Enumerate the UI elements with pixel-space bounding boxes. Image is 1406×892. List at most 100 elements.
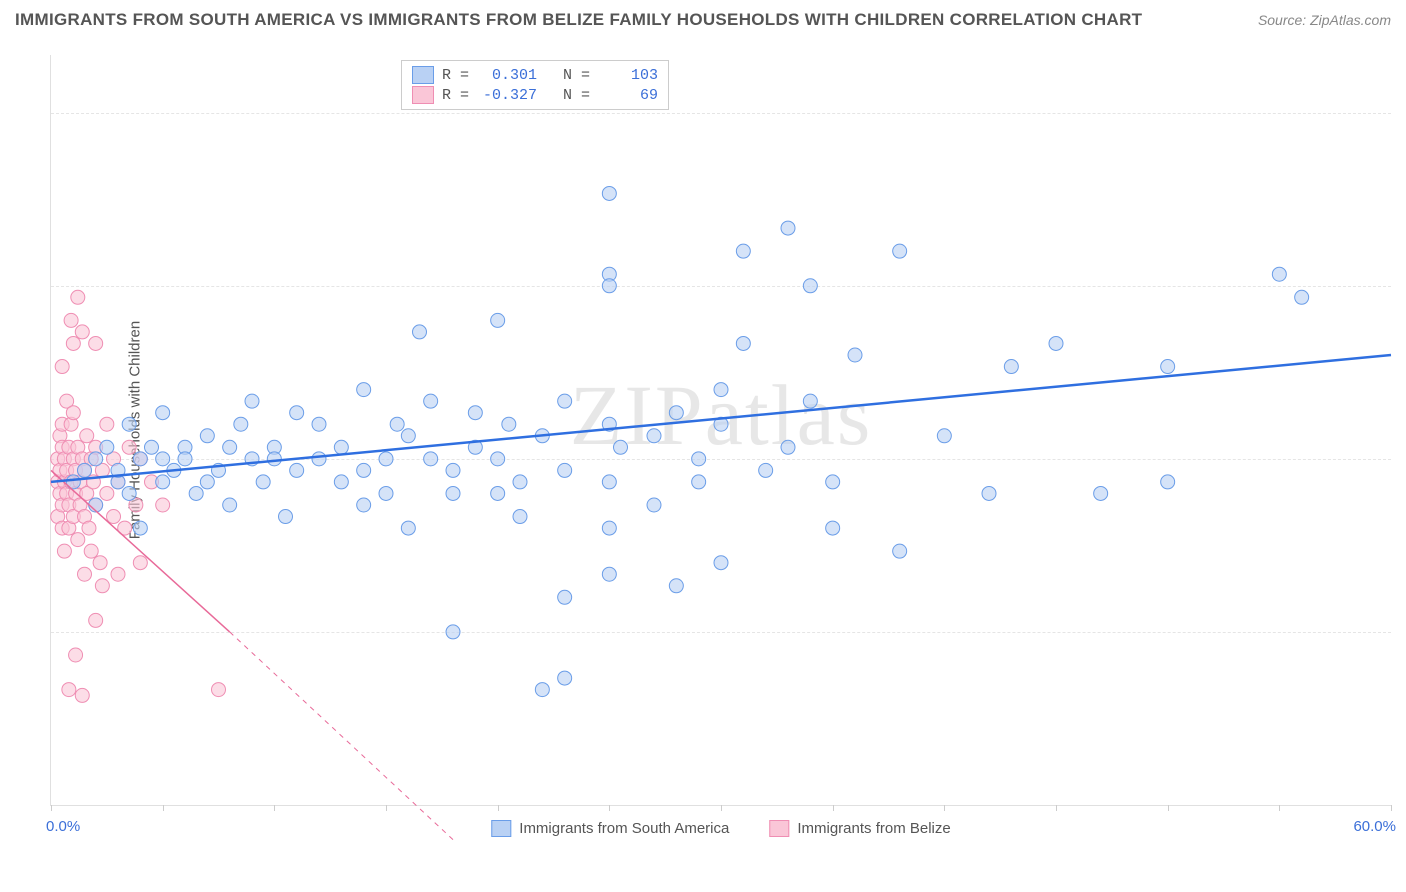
point-series-a [602,521,616,535]
point-series-a [357,498,371,512]
point-series-b [122,440,136,454]
x-max-label: 60.0% [1353,818,1396,835]
point-series-a [122,417,136,431]
point-series-a [446,463,460,477]
point-series-b [78,567,92,581]
point-series-a [156,452,170,466]
point-series-a [893,544,907,558]
point-series-a [379,452,393,466]
point-series-a [893,244,907,258]
point-series-a [848,348,862,362]
point-series-b [100,486,114,500]
point-series-b [111,567,125,581]
chart-title: IMMIGRANTS FROM SOUTH AMERICA VS IMMIGRA… [15,10,1142,30]
point-series-a [759,463,773,477]
point-series-a [446,625,460,639]
point-series-a [357,383,371,397]
point-series-a [401,429,415,443]
x-tick [609,805,610,811]
point-series-b [75,688,89,702]
point-series-a [279,510,293,524]
point-series-a [736,244,750,258]
stats-row-b: R = -0.327 N = 69 [412,85,658,105]
point-series-a [89,452,103,466]
n-value-b: 69 [598,87,658,104]
x-tick [386,805,387,811]
point-series-a [513,510,527,524]
point-series-b [84,544,98,558]
point-series-b [100,417,114,431]
x-tick [944,805,945,811]
source-label: Source: ZipAtlas.com [1258,12,1391,28]
x-origin-label: 0.0% [46,818,80,835]
point-series-b [55,360,69,374]
point-series-a [424,394,438,408]
trend-line-b-ext [230,632,453,840]
point-series-a [1161,475,1175,489]
point-series-a [424,452,438,466]
point-series-a [156,406,170,420]
point-series-a [256,475,270,489]
point-series-a [133,452,147,466]
point-series-a [513,475,527,489]
point-series-a [714,556,728,570]
point-series-a [558,463,572,477]
point-series-b [66,336,80,350]
point-series-a [491,313,505,327]
swatch-series-a-icon [412,66,434,84]
point-series-a [312,417,326,431]
point-series-a [1004,360,1018,374]
point-series-a [602,186,616,200]
point-series-a [781,221,795,235]
y-tick-label: 45.0% [1399,277,1406,294]
x-tick [1168,805,1169,811]
point-series-a [78,463,92,477]
point-series-a [1295,290,1309,304]
point-series-a [982,486,996,500]
point-series-a [669,406,683,420]
point-series-b [75,325,89,339]
point-series-a [502,417,516,431]
point-series-a [937,429,951,443]
legend-label-b: Immigrants from Belize [797,820,950,837]
x-tick [51,805,52,811]
point-series-b [89,613,103,627]
point-series-a [145,440,159,454]
point-series-a [614,440,628,454]
point-series-a [647,498,661,512]
series-legend: Immigrants from South America Immigrants… [491,820,950,837]
point-series-a [357,463,371,477]
x-tick [1279,805,1280,811]
legend-item-a: Immigrants from South America [491,820,729,837]
point-series-b [133,556,147,570]
point-series-a [781,440,795,454]
x-tick [163,805,164,811]
point-series-a [267,452,281,466]
point-series-b [62,683,76,697]
point-series-a [558,671,572,685]
point-series-a [1094,486,1108,500]
point-series-a [133,521,147,535]
point-series-a [100,440,114,454]
point-series-a [692,452,706,466]
point-series-a [826,475,840,489]
point-series-a [290,406,304,420]
point-series-a [1049,336,1063,350]
x-tick [1391,805,1392,811]
swatch-series-b-icon [769,820,789,837]
point-series-b [82,521,96,535]
point-series-a [312,452,326,466]
point-series-a [558,590,572,604]
point-series-a [602,475,616,489]
x-tick [498,805,499,811]
point-series-a [803,394,817,408]
point-series-a [156,475,170,489]
point-series-a [413,325,427,339]
point-series-a [390,417,404,431]
point-series-a [803,279,817,293]
point-series-a [379,486,393,500]
swatch-series-b-icon [412,86,434,104]
point-series-a [122,486,136,500]
point-series-b [57,544,71,558]
point-series-a [334,440,348,454]
